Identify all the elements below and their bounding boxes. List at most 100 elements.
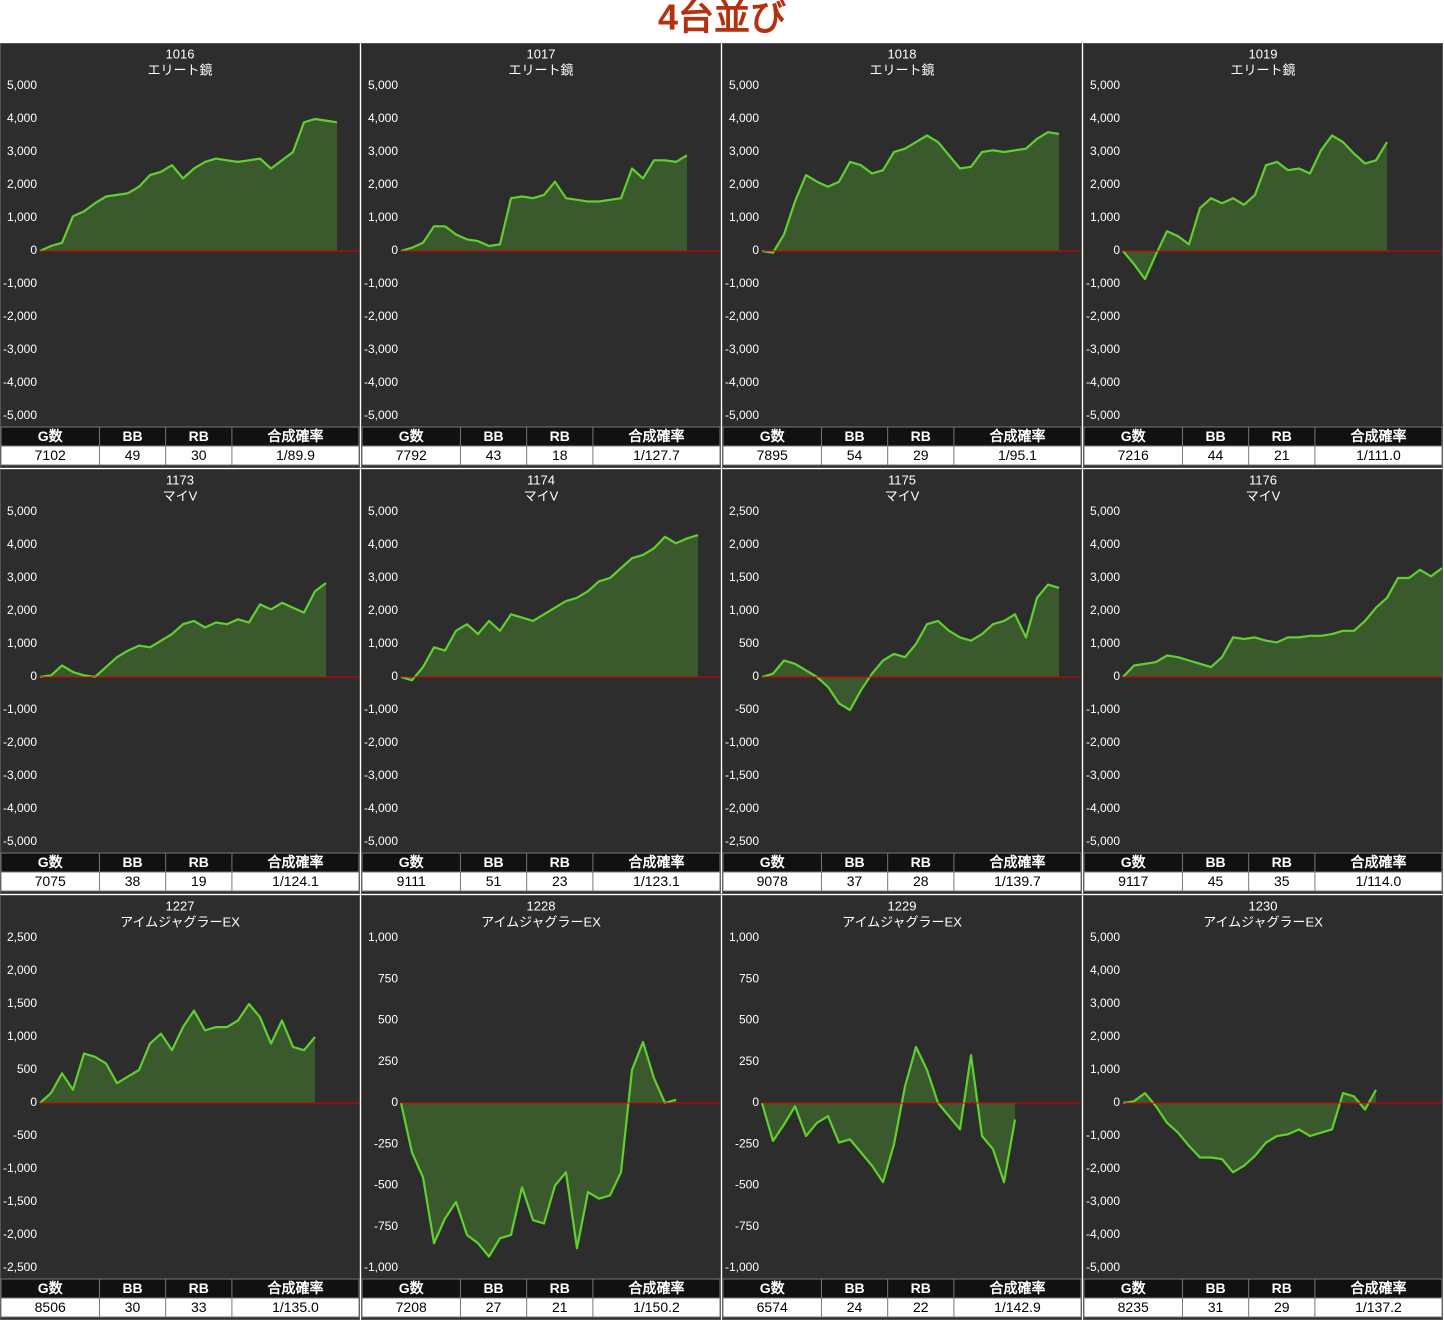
y-tick-label: 2,000 — [368, 603, 398, 617]
y-tick-label: 2,000 — [7, 963, 37, 977]
y-tick-label: 1,000 — [729, 603, 759, 617]
panel — [722, 469, 1082, 894]
table-header: BB — [1205, 1280, 1225, 1296]
area-fill — [762, 132, 1059, 253]
table-header: RB — [1272, 854, 1292, 870]
line — [1122, 134, 1388, 281]
y-tick-label: 5,000 — [368, 504, 398, 518]
table-header: RB — [911, 428, 931, 444]
table-header: 合成確率 — [267, 1280, 323, 1296]
y-tick-label: -5,000 — [725, 408, 759, 422]
table-header: RB — [911, 1280, 931, 1296]
y-tick-label: -5,000 — [1086, 834, 1120, 848]
table-cell: 7792 — [396, 447, 427, 463]
y-tick-label: -250 — [735, 1136, 759, 1150]
y-tick-label: -5,000 — [1086, 408, 1120, 422]
y-tick-label: -4,000 — [3, 375, 37, 389]
table-cell: 37 — [847, 873, 863, 889]
area-fill — [40, 119, 337, 251]
area-fill — [1123, 1089, 1376, 1173]
y-tick-label: -3,000 — [364, 342, 398, 356]
panel-subtitle: マイV — [163, 488, 198, 503]
y-tick-label: -3,000 — [3, 768, 37, 782]
y-tick-label: 0 — [391, 243, 398, 257]
table-header: BB — [122, 1280, 142, 1296]
table-row-bg — [361, 871, 721, 892]
line — [39, 1002, 316, 1104]
table-header: G数 — [399, 428, 425, 444]
y-tick-label: 3,000 — [1090, 144, 1120, 158]
table-cell: 51 — [486, 873, 502, 889]
panel-subtitle: マイV — [885, 488, 920, 503]
table-row-bg — [1083, 1297, 1443, 1318]
y-tick-label: 5,000 — [1090, 78, 1120, 92]
panel-title: 1227 — [166, 898, 195, 913]
table-cell: 7895 — [757, 447, 788, 463]
y-tick-label: -5,000 — [3, 834, 37, 848]
table-header: G数 — [760, 1280, 786, 1296]
panel-title: 1175 — [888, 472, 916, 487]
area-fill — [40, 583, 326, 677]
y-tick-label: 1,000 — [7, 636, 37, 650]
area-fill — [401, 535, 698, 681]
table-header: 合成確率 — [989, 854, 1045, 870]
panel — [1083, 43, 1443, 468]
y-tick-label: -2,000 — [364, 735, 398, 749]
table-header: 合成確率 — [628, 428, 684, 444]
table-cell: 30 — [125, 1299, 141, 1315]
table-header: BB — [1205, 428, 1225, 444]
y-tick-label: -2,000 — [1086, 735, 1120, 749]
y-tick-label: 0 — [30, 669, 37, 683]
y-tick-label: -750 — [374, 1219, 398, 1233]
y-tick-label: -5,000 — [364, 408, 398, 422]
panel-subtitle: エリート鏡 — [147, 62, 212, 77]
table-row-bg — [722, 1297, 1082, 1318]
y-tick-label: -2,000 — [1086, 1161, 1120, 1175]
y-tick-label: 3,000 — [1090, 570, 1120, 584]
panel-title: 1176 — [1249, 472, 1277, 487]
table-header: 合成確率 — [628, 1280, 684, 1296]
table-cell: 29 — [913, 447, 929, 463]
y-tick-label: 2,000 — [1090, 603, 1120, 617]
line — [761, 131, 1060, 254]
y-tick-label: -1,000 — [3, 1161, 37, 1175]
panel-title: 1019 — [1249, 46, 1278, 61]
table-cell: 38 — [125, 873, 141, 889]
table-cell: 1/111.0 — [1356, 447, 1401, 463]
table-header: G数 — [399, 1280, 425, 1296]
panel-title: 1228 — [527, 898, 556, 913]
y-tick-label: 1,000 — [729, 930, 759, 944]
table-header: BB — [844, 428, 864, 444]
y-tick-label: 3,000 — [368, 570, 398, 584]
line — [399, 1040, 677, 1258]
table-header: BB — [1205, 854, 1225, 870]
table-header: 合成確率 — [267, 428, 323, 444]
y-tick-label: 2,000 — [368, 177, 398, 191]
panel-title: 1173 — [166, 472, 194, 487]
y-tick-label: -2,000 — [725, 801, 759, 815]
y-tick-label: -4,000 — [364, 375, 398, 389]
table-cell: 21 — [552, 1299, 568, 1315]
y-tick-label: 2,000 — [7, 603, 37, 617]
table-cell: 44 — [1208, 447, 1224, 463]
table-row-bg — [0, 871, 360, 892]
y-tick-label: -1,000 — [1086, 702, 1120, 716]
table-row-bg — [0, 445, 360, 466]
table-header: G数 — [1121, 428, 1147, 444]
y-tick-label: -1,000 — [725, 276, 759, 290]
line — [39, 582, 327, 679]
y-tick-label: 0 — [752, 1095, 759, 1109]
y-tick-label: 500 — [17, 1062, 37, 1076]
table-cell: 1/114.0 — [1356, 873, 1402, 889]
table-cell: 6574 — [757, 1299, 788, 1315]
y-tick-label: -4,000 — [1086, 375, 1120, 389]
table-header: G数 — [38, 428, 64, 444]
table-cell: 1/95.1 — [998, 447, 1037, 463]
y-tick-label: -4,000 — [725, 375, 759, 389]
table-cell: 31 — [1208, 1299, 1224, 1315]
table-row-bg — [722, 445, 1082, 466]
panel — [361, 895, 721, 1320]
area-fill — [762, 584, 1059, 710]
table-cell: 9111 — [397, 873, 426, 889]
